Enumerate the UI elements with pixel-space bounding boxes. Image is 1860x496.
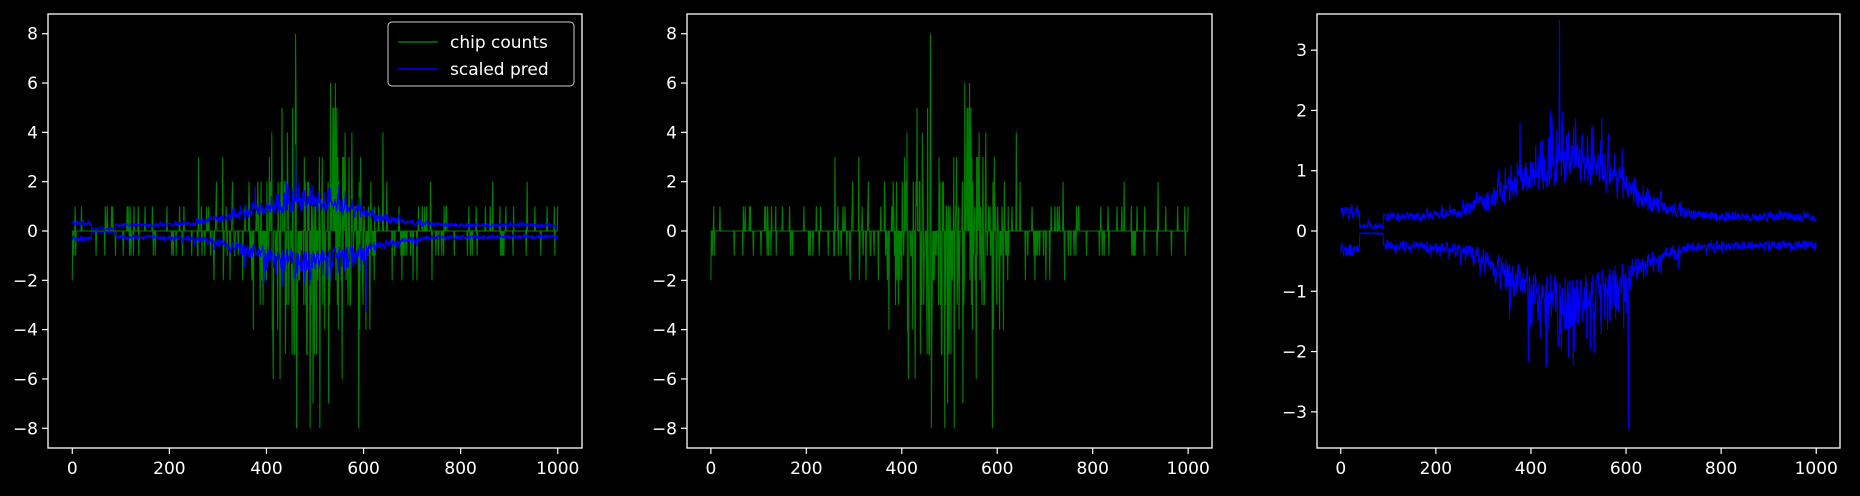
y-tick-label: −2 bbox=[13, 271, 38, 291]
y-tick-label: −4 bbox=[13, 321, 38, 341]
x-tick-label: 400 bbox=[250, 459, 282, 479]
y-tick-label: 0 bbox=[666, 222, 677, 242]
x-tick-label: 200 bbox=[1420, 459, 1452, 479]
x-tick-label: 1000 bbox=[1167, 459, 1210, 479]
x-tick-label: 0 bbox=[67, 459, 78, 479]
left-panel-chip-counts-vs-scaled-pred: 0 200 400 600 800 1000 −8 −6 −4 −2 0 2 4 6 8 chip count… bbox=[13, 13, 583, 479]
y-tick-label: −1 bbox=[1282, 282, 1307, 302]
x-tick-label: 1000 bbox=[1795, 459, 1838, 479]
series-line-scaled-pred-upper bbox=[71, 144, 558, 232]
x-tick-label: 1000 bbox=[536, 459, 579, 479]
y-tick-label: −2 bbox=[652, 271, 677, 291]
y-tick-label: 2 bbox=[1296, 101, 1307, 121]
x-tick-label: 400 bbox=[886, 459, 918, 479]
legend: chip counts scaled pred bbox=[387, 21, 575, 87]
y-tick-label: 1 bbox=[1296, 162, 1307, 182]
x-tick-label: 200 bbox=[790, 459, 822, 479]
y-tick-label: 8 bbox=[27, 25, 38, 45]
y-tick-label: 8 bbox=[666, 25, 677, 45]
x-tick-label: 800 bbox=[1076, 459, 1108, 479]
series-line-scaled-pred-lower bbox=[71, 230, 559, 313]
y-tick-label: 6 bbox=[27, 74, 38, 94]
legend-label-chip-counts: chip counts bbox=[450, 33, 548, 53]
x-tick-label: 600 bbox=[1610, 459, 1642, 479]
y-tick-label: −6 bbox=[652, 370, 677, 390]
series-line-pred-lower bbox=[1340, 231, 1817, 430]
right-panel-scaled-pred: 0 200 400 600 800 1000 −3 −2 −1 0 1 2 3 bbox=[1282, 13, 1841, 479]
y-tick-label: 4 bbox=[666, 123, 677, 143]
y-tick-label: 0 bbox=[1296, 222, 1307, 242]
y-tick-label: −3 bbox=[1282, 403, 1307, 423]
y-tick-label: −6 bbox=[13, 370, 38, 390]
y-tick-label: 2 bbox=[27, 173, 38, 193]
x-tick-label: 800 bbox=[1705, 459, 1737, 479]
plot-area bbox=[71, 33, 559, 429]
y-tick-label: −8 bbox=[652, 419, 677, 439]
x-tick-label: 600 bbox=[347, 459, 379, 479]
x-tick-label: 600 bbox=[981, 459, 1013, 479]
y-tick-label: 3 bbox=[1296, 41, 1307, 61]
x-tick-label: 0 bbox=[705, 459, 716, 479]
x-tick-label: 200 bbox=[153, 459, 185, 479]
middle-panel-chip-counts: 0 200 400 600 800 1000 −8 −6 −4 −2 0 2 4 6 8 bbox=[652, 13, 1213, 479]
y-tick-label: −4 bbox=[652, 321, 677, 341]
plot-area bbox=[1340, 20, 1817, 430]
y-tick-label: −2 bbox=[1282, 343, 1307, 363]
x-tick-label: 400 bbox=[1515, 459, 1547, 479]
y-tick-label: −8 bbox=[13, 419, 38, 439]
legend-label-scaled-pred: scaled pred bbox=[450, 60, 549, 80]
plot-area bbox=[710, 33, 1189, 429]
legend-box bbox=[387, 21, 575, 87]
x-tick-label: 800 bbox=[444, 459, 476, 479]
y-tick-label: 6 bbox=[666, 74, 677, 94]
x-tick-label: 0 bbox=[1335, 459, 1346, 479]
series-line-counts bbox=[710, 33, 1189, 429]
series-line-pred-upper bbox=[1340, 20, 1817, 230]
y-tick-label: 2 bbox=[666, 173, 677, 193]
y-tick-label: 0 bbox=[27, 222, 38, 242]
y-tick-label: 4 bbox=[27, 123, 38, 143]
